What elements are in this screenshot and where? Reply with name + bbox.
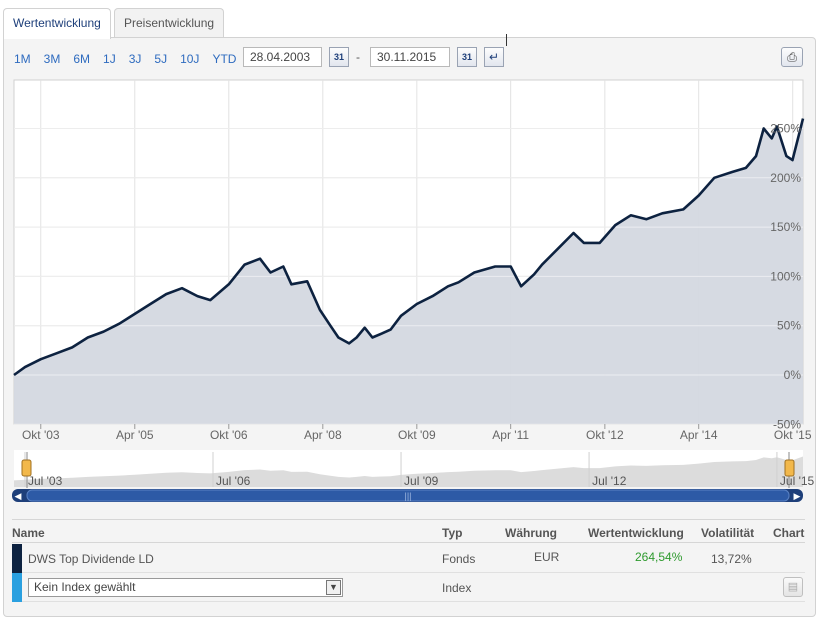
tab-preisentwicklung[interactable]: Preisentwicklung: [114, 8, 225, 38]
index-select[interactable]: Kein Index gewählt ▼: [28, 578, 343, 597]
calendar-from-icon[interactable]: 31: [329, 47, 349, 67]
y-tick-label: 100%: [770, 269, 801, 283]
performance-chart: -50% 0% 50% 100% 150% 200% 250% Okt '03 Apr '05…: [12, 79, 815, 502]
y-tick-label: -50%: [773, 417, 801, 431]
y-tick-label: 250%: [770, 122, 801, 136]
navigator-area: [14, 456, 803, 487]
text-cursor: [506, 34, 507, 46]
series-color-swatch: [12, 544, 22, 573]
range-3j-button[interactable]: 3J: [128, 52, 142, 66]
fund-name: DWS Top Dividende LD: [28, 552, 154, 566]
y-axis-ticks: -50% 0% 50% 100% 150% 200% 250%: [770, 122, 801, 432]
range-ytd-button[interactable]: YTD: [212, 52, 237, 66]
chevron-down-icon: ▼: [326, 580, 341, 595]
range-5j-button[interactable]: 5J: [154, 52, 168, 66]
date-to-input[interactable]: 30.11.2015: [370, 47, 450, 67]
series-color-swatch: [12, 573, 22, 602]
navigator-left-handle[interactable]: [21, 459, 32, 477]
table-header: Name Typ Währung Wertentwicklung Volatil…: [12, 519, 805, 543]
fund-typ: Fonds: [442, 552, 476, 566]
scrollbar-right-arrow-icon[interactable]: ▶: [794, 491, 801, 501]
gridlines-overlay: [14, 128, 803, 425]
navigator-tick-label: Jul '09: [404, 474, 439, 488]
navigator-right-handle[interactable]: [784, 459, 795, 477]
table-row: DWS Top Dividende LD Fonds EUR 264,54% 1…: [12, 544, 805, 573]
x-tick-label: Okt '15: [774, 428, 812, 442]
x-axis-ticks: Okt '03 Apr '05 Okt '06 Apr '08 Okt '09 Apr '…: [22, 424, 812, 442]
date-from-input[interactable]: 28.04.2003: [243, 47, 322, 67]
x-tick-label: Okt '09: [398, 428, 436, 442]
scrollbar-grip-icon: |||: [404, 491, 411, 501]
navigator-tick-label: Jul '12: [592, 474, 627, 488]
range-selector: 1M 3M 6M 1J 3J 5J 10J YTD: [14, 52, 249, 66]
navigator-tick-label: Jul '06: [216, 474, 251, 488]
y-tick-label: 50%: [777, 319, 801, 333]
y-tick-label: 200%: [770, 171, 801, 185]
x-tick-label: Apr '14: [680, 428, 718, 442]
scrollbar-left-arrow-icon[interactable]: ◀: [15, 491, 22, 501]
x-tick-label: Okt '03: [22, 428, 60, 442]
x-tick-label: Okt '12: [586, 428, 624, 442]
y-tick-label: 0%: [784, 368, 802, 382]
calendar-to-icon[interactable]: 31: [457, 47, 477, 67]
col-chart: Chart: [773, 526, 805, 540]
fund-waehrung: EUR: [534, 550, 560, 564]
series-area: [14, 118, 803, 424]
date-separator: -: [356, 50, 360, 64]
printer-icon[interactable]: ⎙: [781, 47, 803, 67]
index-select-value: Kein Index gewählt: [34, 580, 136, 594]
fund-wertentwicklung: 264,54%: [635, 550, 683, 564]
table-row: Kein Index gewählt ▼ Index ▤: [12, 573, 805, 602]
col-typ: Typ: [442, 526, 463, 540]
col-wertentwicklung: Wertentwicklung: [588, 526, 684, 540]
scrollbar-thumb[interactable]: [26, 489, 790, 502]
series-line-dws-top-dividende: [13, 118, 805, 377]
range-1m-button[interactable]: 1M: [14, 52, 31, 66]
x-tick-label: Apr '05: [116, 428, 154, 442]
col-waehrung: Währung: [505, 526, 557, 540]
range-10j-button[interactable]: 10J: [180, 52, 200, 66]
tab-wertentwicklung[interactable]: Wertentwicklung: [3, 8, 111, 39]
x-tick-label: Apr '11: [492, 428, 529, 442]
enter-icon[interactable]: ↵: [484, 47, 504, 67]
col-name: Name: [12, 526, 45, 540]
navigator-tick-label: Jul '15: [780, 474, 815, 488]
col-volatilitaet: Volatilität: [701, 526, 755, 540]
range-6m-button[interactable]: 6M: [73, 52, 91, 66]
range-1j-button[interactable]: 1J: [103, 52, 116, 66]
navigator-tick-label: Jul '03: [28, 474, 63, 488]
chart-icon[interactable]: ▤: [783, 577, 803, 597]
index-typ: Index: [442, 581, 472, 595]
y-tick-label: 150%: [770, 220, 801, 234]
x-tick-label: Apr '08: [304, 428, 342, 442]
x-tick-label: Okt '06: [210, 428, 248, 442]
fund-volatilitaet: 13,72%: [711, 552, 752, 566]
range-3m-button[interactable]: 3M: [43, 52, 61, 66]
